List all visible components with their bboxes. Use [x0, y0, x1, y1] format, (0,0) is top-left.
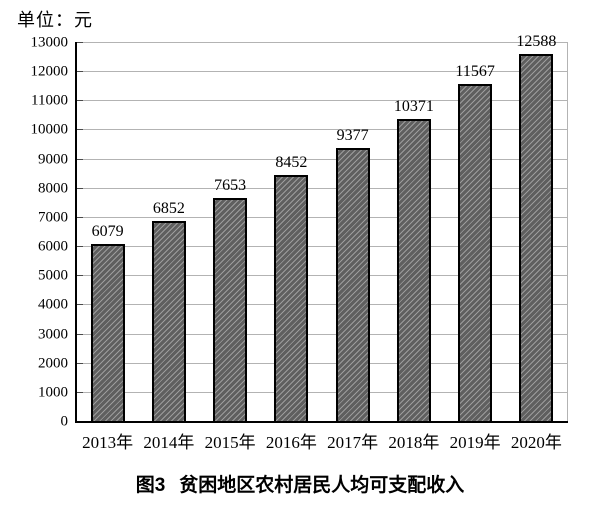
gridline — [75, 159, 568, 160]
gridline — [75, 100, 568, 101]
plot-area: 6079 6852 7653 8452 9377 10371 11567 12588 — [75, 34, 568, 423]
bar-slot-2016年: 8452 — [261, 42, 322, 423]
gridline — [75, 392, 568, 393]
x-tick-label: 2014年 — [143, 433, 195, 452]
gridline — [75, 129, 568, 130]
y-tick-label: 6000 — [38, 238, 68, 255]
x-tick-label: 2013年 — [82, 433, 134, 452]
y-tick-mark — [77, 304, 83, 305]
y-tick-label: 10000 — [30, 121, 69, 138]
x-axis: 2013年 2014年 2015年 2016年 2017年 2018年 2019年 2020年 — [77, 428, 567, 453]
bar-slot-2014年: 6852 — [138, 42, 199, 423]
bar-series: 6079 6852 7653 8452 9377 10371 11567 12588 — [77, 34, 567, 423]
y-tick-mark — [77, 275, 83, 276]
bar-slot-2020年: 12588 — [506, 34, 567, 423]
bar-value-label: 10371 — [393, 98, 434, 115]
y-tick-label: 0 — [60, 413, 69, 430]
x-tick-label: 2015年 — [204, 433, 256, 452]
y-tick-mark — [77, 246, 83, 247]
bar-2019年 — [458, 84, 493, 423]
bar-value-label: 8452 — [275, 154, 308, 171]
y-tick-mark — [77, 42, 83, 43]
x-tick-label: 2020年 — [510, 433, 562, 452]
y-tick-label: 13000 — [30, 34, 69, 51]
y-tick-mark — [77, 100, 83, 101]
plot-right-border — [567, 42, 568, 423]
y-tick-mark — [77, 334, 83, 335]
y-tick-label: 4000 — [38, 296, 68, 313]
bar-value-label: 7653 — [214, 177, 247, 194]
figure-caption: 图3 贫困地区农村居民人均可支配收入 — [0, 470, 600, 497]
gridline — [75, 246, 568, 247]
bar-2016年 — [274, 175, 309, 423]
gridline — [75, 275, 568, 276]
y-tick-label: 3000 — [38, 326, 68, 343]
x-axis-line — [75, 421, 568, 423]
y-tick-mark — [77, 159, 83, 160]
y-tick-label: 2000 — [38, 355, 68, 372]
y-axis: 0 1000 2000 3000 4000 5000 6000 7000 8000 9000 100… — [0, 35, 69, 429]
y-tick-label: 9000 — [38, 151, 68, 168]
gridline — [75, 304, 568, 305]
bar-slot-2013年: 6079 — [77, 42, 138, 423]
figure-number-label: 图3 — [135, 475, 166, 496]
bar-value-label: 9377 — [336, 127, 369, 144]
figure-title: 贫困地区农村居民人均可支配收入 — [179, 475, 465, 496]
unit-label: 单位：元 — [17, 10, 93, 30]
y-tick-mark — [77, 129, 83, 130]
bar-value-label: 6079 — [91, 223, 124, 240]
bar-2020年 — [519, 54, 554, 423]
bar-slot-2019年: 11567 — [445, 42, 506, 423]
bar-slot-2017年: 9377 — [322, 42, 383, 423]
gridline — [75, 42, 568, 43]
x-tick-label: 2018年 — [388, 433, 440, 452]
y-tick-label: 12000 — [30, 63, 69, 80]
bar-value-label: 6852 — [152, 200, 185, 217]
gridline — [75, 334, 568, 335]
y-tick-label: 5000 — [38, 267, 68, 284]
bar-slot-2018年: 10371 — [383, 42, 444, 423]
y-tick-mark — [77, 188, 83, 189]
bar-value-label: 11567 — [455, 63, 495, 80]
y-tick-mark — [77, 392, 83, 393]
gridline — [75, 217, 568, 218]
bar-2014年 — [151, 221, 186, 423]
y-tick-label: 7000 — [38, 209, 68, 226]
bar-2018年 — [396, 119, 431, 423]
gridline — [75, 71, 568, 72]
y-tick-mark — [77, 363, 83, 364]
y-tick-label: 8000 — [38, 180, 68, 197]
y-tick-label: 1000 — [38, 384, 68, 401]
x-tick-label: 2016年 — [265, 433, 317, 452]
y-tick-mark — [77, 217, 83, 218]
bar-2017年 — [335, 148, 370, 423]
x-tick-label: 2017年 — [327, 433, 379, 452]
gridline — [75, 363, 568, 364]
x-tick-label: 2019年 — [449, 433, 501, 452]
bar-slot-2015年: 7653 — [200, 42, 261, 423]
y-tick-mark — [77, 71, 83, 72]
y-axis-line — [75, 42, 77, 423]
bar-value-label: 12588 — [516, 33, 557, 50]
bar-2013年 — [90, 244, 125, 423]
gridline — [75, 188, 568, 189]
y-tick-label: 11000 — [31, 92, 68, 109]
bar-2015年 — [213, 198, 248, 423]
